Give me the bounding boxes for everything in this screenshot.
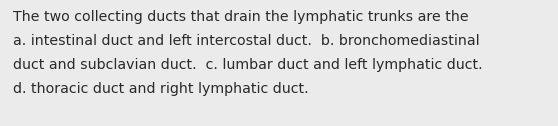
- Text: The two collecting ducts that drain the lymphatic trunks are the: The two collecting ducts that drain the …: [13, 10, 469, 24]
- Text: d. thoracic duct and right lymphatic duct.: d. thoracic duct and right lymphatic duc…: [13, 82, 309, 96]
- Text: duct and subclavian duct.  c. lumbar duct and left lymphatic duct.: duct and subclavian duct. c. lumbar duct…: [13, 58, 483, 72]
- Text: a. intestinal duct and left intercostal duct.  b. bronchomediastinal: a. intestinal duct and left intercostal …: [13, 34, 480, 48]
